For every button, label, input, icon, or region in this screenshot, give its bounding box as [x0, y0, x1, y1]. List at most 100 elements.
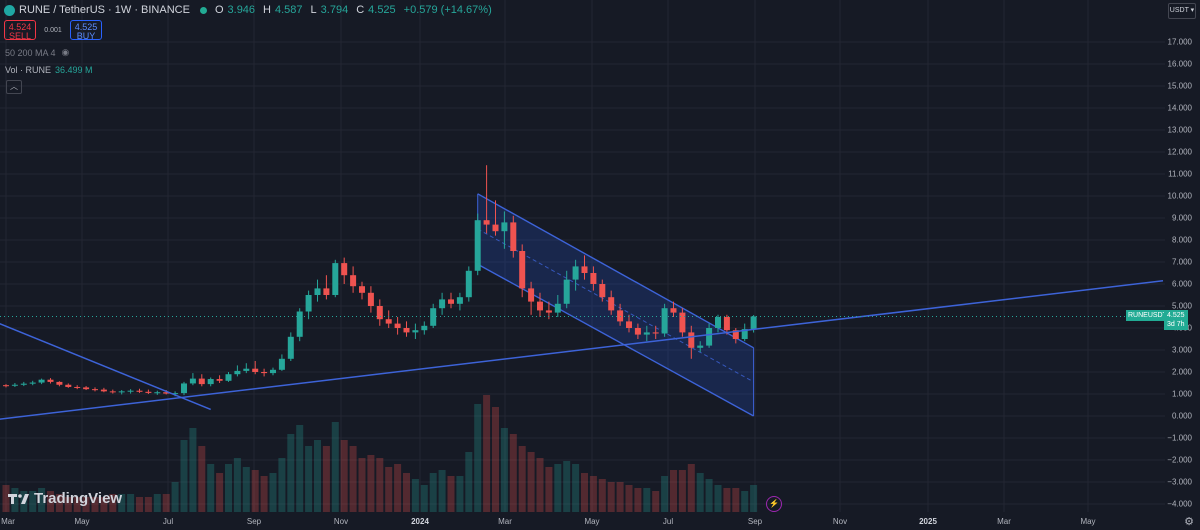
candle-body: [661, 308, 668, 334]
time-tick-label: Nov: [333, 517, 349, 526]
candle-body: [296, 311, 303, 337]
volume-bar: [287, 434, 295, 512]
candle-body: [376, 306, 383, 320]
candle-body: [278, 358, 285, 370]
volume-bar: [162, 494, 170, 512]
price-tick-label: 3.000: [1171, 345, 1192, 355]
order-panel: 4.524 SELL 0.001 4.525 BUY: [4, 20, 102, 41]
buy-label: BUY: [76, 31, 96, 41]
spread-value: 0.001: [44, 26, 62, 34]
price-tick-label: −3.000: [1167, 477, 1192, 487]
time-tick-label: Mar: [498, 517, 512, 526]
currency-selector[interactable]: USDT ▾: [1168, 3, 1196, 19]
candle-body: [741, 329, 748, 339]
candle-body: [412, 330, 419, 333]
low-value: 3.794: [320, 4, 349, 16]
price-tick-label: 15.000: [1167, 81, 1192, 91]
bar-countdown: 3d 7h: [1167, 321, 1185, 329]
buy-button[interactable]: 4.525 BUY: [70, 20, 102, 41]
candle-body: [439, 299, 446, 309]
volume-bar: [705, 479, 713, 512]
volume-bar: [429, 473, 437, 512]
change-value: +0.579 (+14.67%): [403, 4, 492, 16]
sell-button[interactable]: 4.524 SELL: [4, 20, 36, 41]
volume-indicator-legend[interactable]: Vol · RUNE 36.499 M: [5, 65, 93, 75]
candle-body: [341, 263, 348, 276]
volume-bar: [11, 488, 19, 512]
candle-body: [163, 392, 170, 394]
ma-indicator-legend[interactable]: 50 200 MA 4 ◉: [5, 47, 69, 58]
high-label: H: [263, 4, 271, 16]
candle-body: [332, 263, 339, 295]
volume-bar: [500, 428, 508, 512]
candle-body: [74, 386, 81, 388]
volume-bar: [483, 395, 491, 512]
tradingview-logo[interactable]: TradingView: [8, 490, 122, 507]
candle-body: [750, 316, 757, 330]
open-label: O: [214, 4, 224, 16]
volume-bar: [340, 440, 348, 512]
buy-price: 4.525: [74, 22, 98, 32]
volume-bar: [73, 497, 81, 512]
candle-body: [287, 336, 294, 359]
candle-body: [127, 390, 134, 392]
volume-bar: [322, 446, 330, 512]
eye-icon[interactable]: ◉: [61, 47, 70, 57]
volume-bar: [652, 491, 660, 512]
candle-body: [359, 286, 365, 293]
candle-body: [617, 310, 624, 322]
volume-bar: [305, 446, 313, 512]
candle-body: [634, 328, 641, 335]
candle-body: [679, 312, 686, 333]
volume-bar: [732, 488, 740, 512]
rune-logo-icon: [4, 4, 15, 16]
lightning-icon[interactable]: ⚡: [766, 496, 782, 512]
tradingview-logo-icon: [8, 493, 29, 504]
volume-bar: [251, 470, 259, 512]
volume-bar: [144, 497, 152, 512]
volume-bar: [64, 497, 72, 512]
channel-upper: [477, 193, 754, 349]
candle-body: [305, 295, 312, 312]
channel-lower: [477, 263, 754, 417]
volume-bar: [314, 440, 321, 512]
open-value: 3.946: [227, 4, 256, 16]
volume-bar: [358, 458, 366, 512]
candle-body: [92, 389, 98, 391]
volume-bar: [545, 467, 553, 512]
collapse-legend-button[interactable]: ︿: [6, 80, 22, 94]
candle-body: [11, 384, 18, 386]
volume-bar: [260, 476, 268, 512]
time-tick-label: May: [1080, 517, 1096, 526]
volume-bar: [420, 485, 428, 512]
volume-bar: [678, 470, 686, 512]
candle-body: [723, 317, 730, 331]
candle-body: [537, 301, 543, 311]
volume-bar: [82, 497, 90, 512]
candle-body: [510, 222, 517, 251]
candle-body: [385, 319, 392, 324]
price-tick-label: −4.000: [1167, 499, 1192, 509]
candle-body: [474, 220, 481, 271]
volume-bar: [723, 488, 731, 512]
last-price: 4.525: [1167, 312, 1185, 320]
volume-bar: [687, 464, 695, 512]
price-tick-label: 17.000: [1167, 37, 1192, 47]
gear-icon[interactable]: ⚙: [1184, 516, 1194, 528]
volume-bar: [180, 440, 188, 512]
candle-body: [367, 292, 374, 306]
volume-bar: [91, 497, 99, 512]
price-tick-label: 5.000: [1171, 301, 1192, 311]
candle-body: [136, 390, 143, 392]
candle-body: [590, 273, 597, 284]
volume-bar: [465, 452, 473, 512]
symbol-title[interactable]: RUNE / TetherUS · 1W · BINANCE: [19, 4, 190, 16]
volume-bar: [189, 428, 197, 512]
volume-bar: [2, 485, 10, 512]
candle-body: [688, 332, 695, 348]
volume-bar: [100, 497, 108, 512]
candle-body: [563, 279, 570, 304]
volume-bar: [278, 458, 286, 512]
time-tick-label: Nov: [832, 517, 848, 526]
